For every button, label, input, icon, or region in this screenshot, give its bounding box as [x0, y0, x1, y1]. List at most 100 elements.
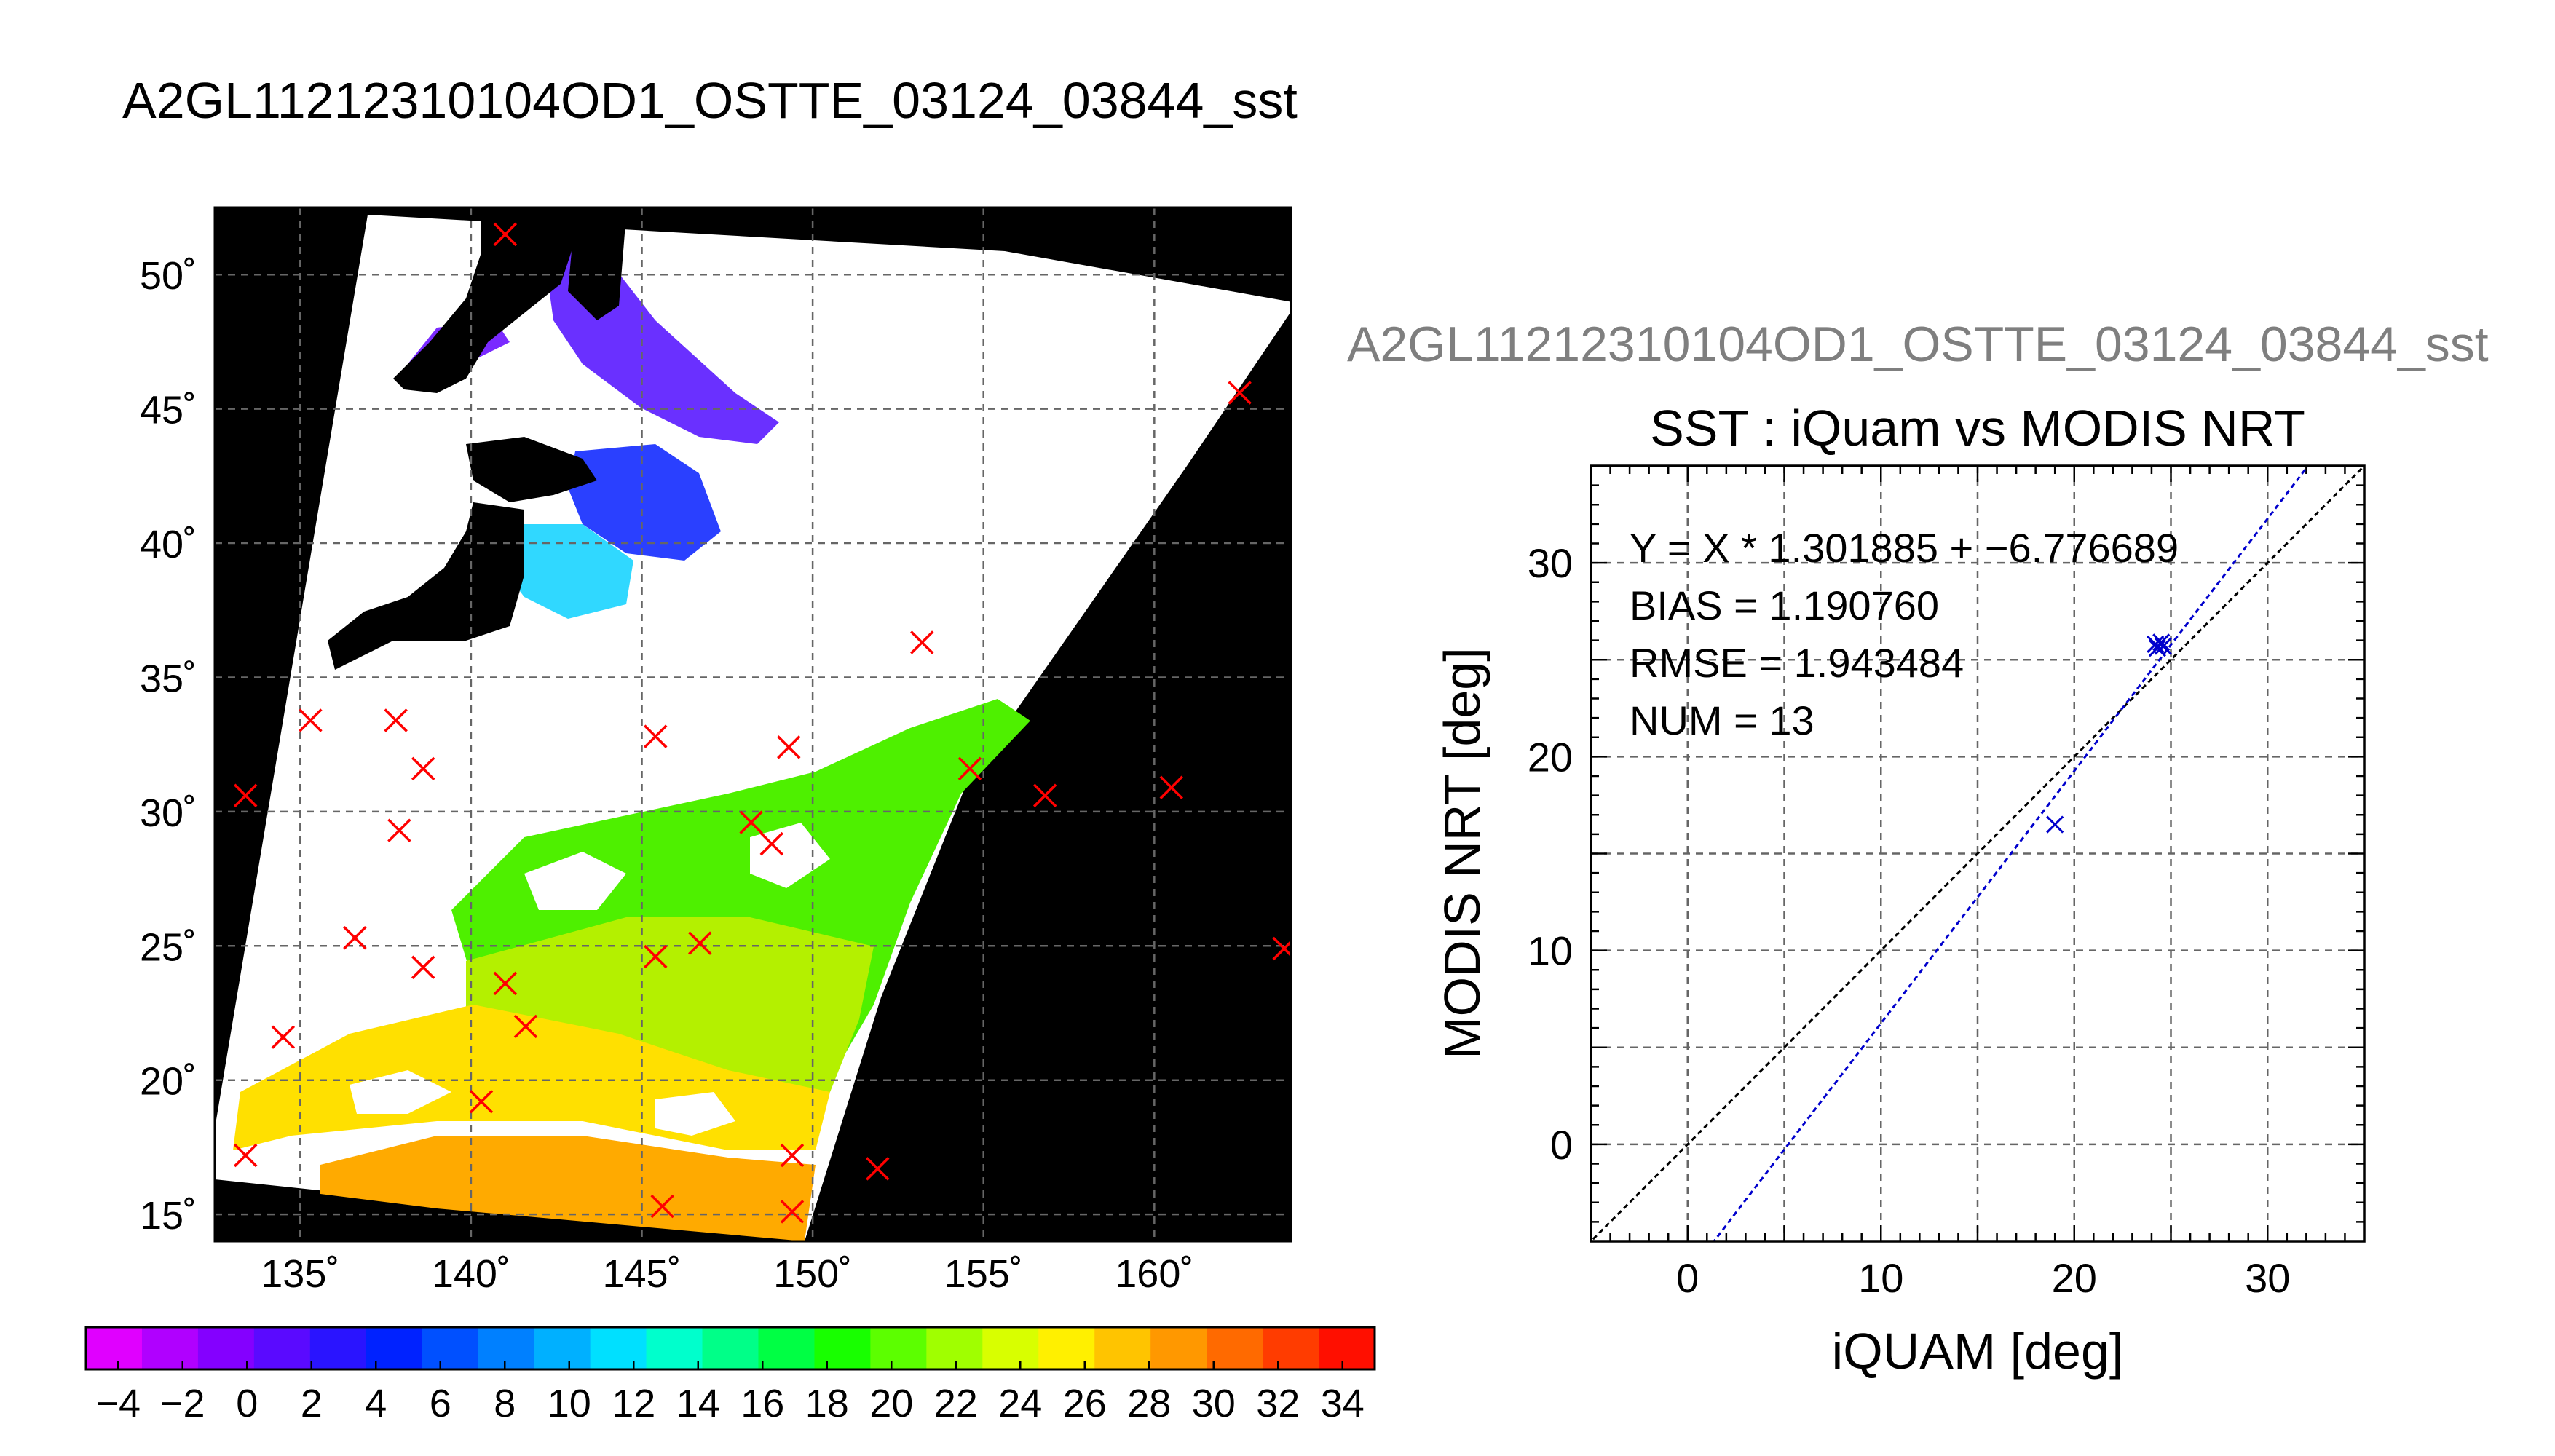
colorbar-cell — [478, 1327, 535, 1369]
colorbar-cell — [141, 1327, 199, 1369]
colorbar-cell — [366, 1327, 423, 1369]
buoy-marker — [233, 1143, 258, 1168]
map-panel: 15˚ 20˚ 25˚ 30˚ 35˚ 40˚ 45˚ 50˚ 135˚ 140˚ 145˚ 150… — [140, 206, 1292, 1296]
colorbar-cell — [253, 1327, 311, 1369]
scatter-points — [2046, 633, 2172, 834]
buoy-marker — [780, 1143, 805, 1168]
colorbar-tick-label: −2 — [160, 1382, 205, 1425]
land-hokkaido — [466, 437, 597, 502]
colorbar-cell — [814, 1327, 871, 1369]
colorbar-tick-label: 12 — [612, 1382, 655, 1425]
map-lon-tick-label: 150˚ — [773, 1252, 852, 1296]
colorbar-tick-label: 0 — [236, 1382, 258, 1425]
sst-region-blue — [568, 444, 721, 561]
colorbar-cells — [86, 1327, 1375, 1369]
scatter-grid — [1591, 466, 2364, 1241]
colorbar-tick-label: 10 — [548, 1382, 591, 1425]
colorbar-tick-label: 34 — [1321, 1382, 1365, 1425]
buoy-marker — [910, 630, 934, 654]
colorbar-cell — [646, 1327, 703, 1369]
data-point — [2154, 637, 2172, 655]
colorbar-tick-label: 32 — [1256, 1382, 1300, 1425]
colorbar-cell — [197, 1327, 255, 1369]
colorbar-tick-label: 26 — [1063, 1382, 1107, 1425]
map-lat-tick-label: 20˚ — [140, 1060, 197, 1104]
plot-frame — [1590, 464, 2366, 1243]
buoy-marker — [493, 222, 518, 247]
x-tick-label: 30 — [2245, 1255, 2290, 1301]
colorbar-cell — [982, 1327, 1039, 1369]
colorbar-tick-label: −4 — [95, 1382, 141, 1425]
colorbar-cell — [309, 1327, 367, 1369]
cloud-patch — [750, 823, 830, 888]
map-lon-labels: 135˚ 140˚ 145˚ 150˚ 155˚ 160˚ — [261, 1252, 1193, 1296]
x-tick-label: 10 — [1858, 1255, 1903, 1301]
map-lat-tick-label: 30˚ — [140, 791, 197, 835]
scatter-header: A2GL11212310104OD1_OSTTE_03124_03844_sst — [1347, 317, 2489, 372]
buoy-marker — [513, 1014, 538, 1039]
scatter-minor-ticks — [1590, 464, 2366, 1243]
chart-title: SST : iQuam vs MODIS NRT — [1650, 400, 2305, 456]
data-point — [2046, 815, 2064, 834]
buoy-marker — [384, 708, 408, 732]
y-tick-label: 20 — [1528, 734, 1573, 780]
buoy-marker — [644, 944, 668, 969]
buoy-marker — [688, 931, 712, 955]
y-tick-label: 30 — [1528, 540, 1573, 586]
data-point — [2148, 639, 2166, 657]
buoy-marker — [493, 971, 518, 996]
buoy-marker — [780, 1200, 805, 1224]
buoy-marker — [650, 1194, 674, 1219]
colorbar-tick-label: 24 — [998, 1382, 1042, 1425]
map-frame — [213, 206, 1292, 1243]
land-honshu — [328, 502, 524, 670]
colorbar-cell — [758, 1327, 816, 1369]
colorbar-cell — [1094, 1327, 1151, 1369]
map-lat-tick-label: 25˚ — [140, 925, 197, 969]
cloud-patch — [655, 1092, 735, 1136]
colorbar-tick-label: 30 — [1192, 1382, 1236, 1425]
x-tick-label: 20 — [2052, 1255, 2097, 1301]
rmse-value: RMSE = 1.943484 — [1630, 640, 1964, 686]
buoy-marker — [644, 724, 668, 748]
colorbar-cell — [1319, 1327, 1375, 1369]
buoy-marker — [411, 955, 435, 980]
x-axis-label: iQUAM [deg] — [1832, 1323, 2124, 1380]
colorbar-cell — [702, 1327, 759, 1369]
colorbar-tick-label: 14 — [676, 1382, 720, 1425]
buoy-marker — [777, 735, 801, 759]
buoy-marker — [866, 1157, 890, 1181]
colorbar-tick-label: 2 — [301, 1382, 323, 1425]
y-tick-label: 10 — [1528, 928, 1573, 974]
colorbar-tick-label: 4 — [365, 1382, 387, 1425]
colorbar-cell — [534, 1327, 591, 1369]
buoy-marker — [233, 783, 258, 807]
buoy-marker — [387, 818, 411, 842]
buoy-marker — [1228, 381, 1252, 405]
map-lon-tick-label: 140˚ — [432, 1252, 510, 1296]
map-lat-labels: 15˚ 20˚ 25˚ 30˚ 35˚ 40˚ 45˚ 50˚ — [140, 254, 197, 1238]
map-grid — [215, 207, 1291, 1241]
count-value: NUM = 13 — [1630, 697, 1814, 743]
buoy-marker — [1272, 936, 1291, 961]
map-lat-tick-label: 45˚ — [140, 389, 197, 432]
cloud-patch — [350, 1070, 451, 1114]
map-lon-tick-label: 145˚ — [602, 1252, 681, 1296]
one-to-one-line — [1591, 466, 2364, 1241]
colorbar-frame — [84, 1326, 1376, 1371]
colorbar-tick-label: 18 — [805, 1382, 849, 1425]
cloud-patch — [524, 852, 626, 910]
map-lon-tick-label: 155˚ — [944, 1252, 1023, 1296]
map-lat-tick-label: 35˚ — [140, 657, 197, 700]
map-lat-tick-label: 40˚ — [140, 523, 197, 566]
buoy-marker — [299, 708, 323, 732]
x-tick-label: 0 — [1676, 1255, 1699, 1301]
colorbar-tick-label: 20 — [869, 1382, 913, 1425]
land-sakhalin — [393, 207, 597, 393]
colorbar: −4 −2 0 2 4 6 8 10 12 14 16 18 20 22 24 26 28 30 32 34 — [84, 1326, 1376, 1425]
colorbar-cell — [870, 1327, 927, 1369]
colorbar-tick-label: 22 — [934, 1382, 978, 1425]
buoy-marker — [957, 756, 982, 781]
colorbar-cell — [1207, 1327, 1263, 1369]
